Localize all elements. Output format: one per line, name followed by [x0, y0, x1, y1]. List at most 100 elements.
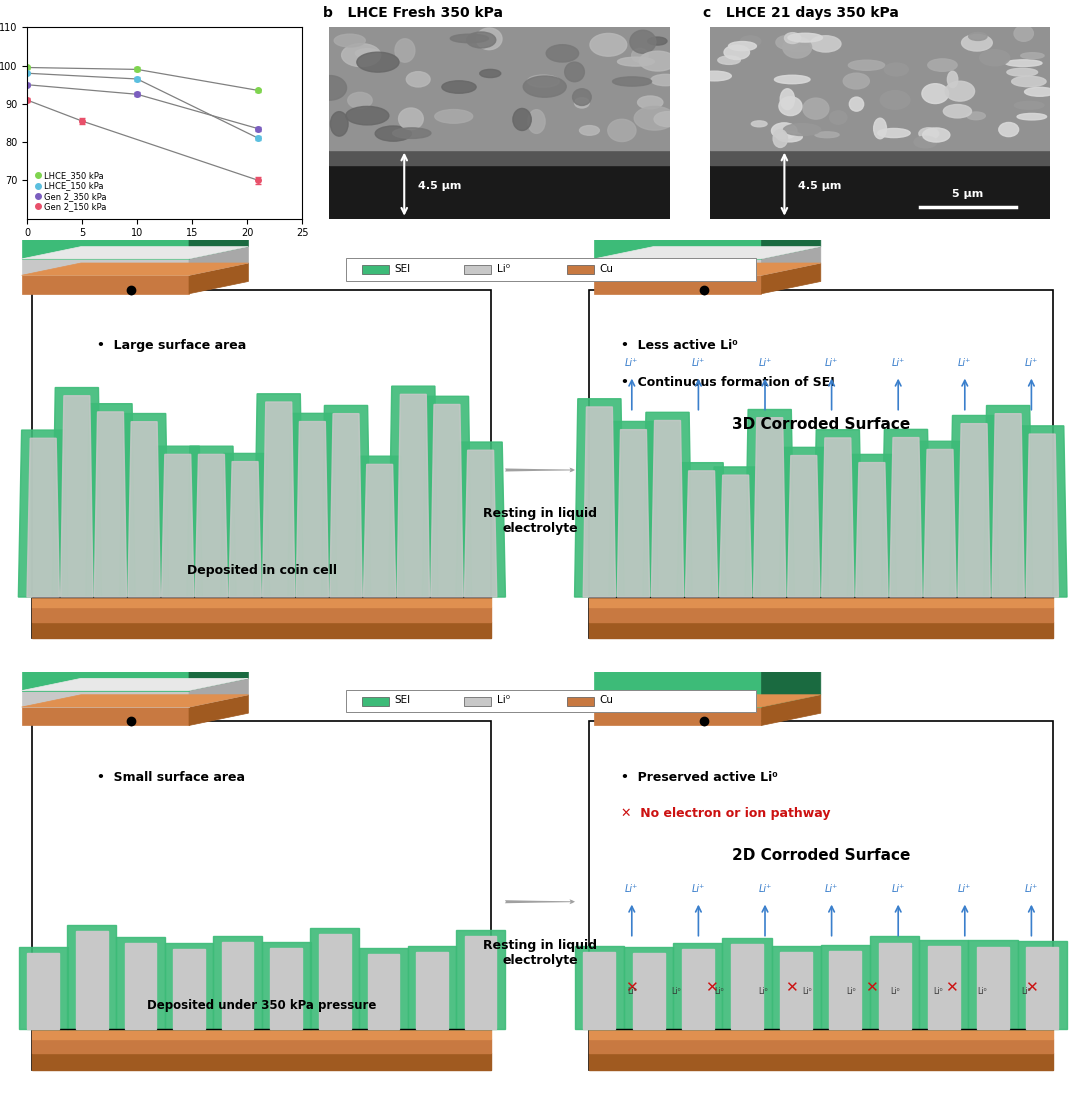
Polygon shape: [711, 467, 760, 597]
Bar: [270, 948, 302, 1029]
Ellipse shape: [1021, 52, 1044, 59]
Text: 4.5 μm: 4.5 μm: [798, 181, 841, 191]
Bar: [32, 608, 491, 622]
Ellipse shape: [810, 36, 841, 52]
Bar: [589, 290, 1053, 638]
Ellipse shape: [26, 205, 45, 214]
Bar: [76, 931, 108, 1029]
Polygon shape: [127, 422, 160, 597]
Polygon shape: [22, 679, 248, 691]
Bar: [329, 150, 670, 165]
Polygon shape: [761, 656, 821, 707]
Text: Li⁰: Li⁰: [758, 987, 768, 997]
Bar: [589, 622, 1053, 638]
Bar: [780, 952, 812, 1029]
Ellipse shape: [393, 128, 431, 139]
Polygon shape: [189, 695, 248, 726]
Text: Cu: Cu: [599, 695, 613, 705]
Ellipse shape: [659, 203, 678, 212]
Ellipse shape: [406, 72, 430, 87]
Ellipse shape: [626, 209, 646, 219]
Ellipse shape: [885, 63, 908, 75]
Bar: [589, 1029, 1053, 1039]
Polygon shape: [162, 455, 194, 597]
Bar: [1026, 948, 1058, 1029]
Ellipse shape: [630, 31, 656, 54]
Legend: LHCE_350 kPa, LHCE_150 kPa, Gen 2_350 kPa, Gen 2_150 kPa: LHCE_350 kPa, LHCE_150 kPa, Gen 2_350 kP…: [31, 168, 109, 214]
Text: Li⁰: Li⁰: [890, 987, 900, 997]
Text: SEI: SEI: [394, 263, 410, 273]
Ellipse shape: [546, 45, 579, 62]
Text: Resting in liquid
electrolyte: Resting in liquid electrolyte: [483, 507, 597, 534]
Ellipse shape: [914, 137, 936, 148]
Bar: [362, 265, 389, 274]
Ellipse shape: [450, 34, 488, 43]
Ellipse shape: [1014, 102, 1044, 109]
Ellipse shape: [849, 97, 864, 111]
Bar: [116, 937, 165, 1029]
Text: Deposited in coin cell: Deposited in coin cell: [187, 564, 337, 577]
Ellipse shape: [612, 77, 651, 86]
Text: Li⁺: Li⁺: [892, 883, 905, 894]
Ellipse shape: [664, 200, 684, 210]
Ellipse shape: [375, 126, 411, 141]
Ellipse shape: [639, 51, 676, 71]
Text: 5 μm: 5 μm: [953, 189, 984, 199]
Ellipse shape: [399, 108, 423, 130]
Ellipse shape: [961, 35, 993, 51]
Ellipse shape: [334, 34, 365, 47]
Ellipse shape: [480, 69, 501, 78]
Ellipse shape: [943, 105, 972, 118]
Ellipse shape: [27, 209, 46, 218]
Polygon shape: [958, 424, 990, 597]
Polygon shape: [22, 208, 248, 220]
Polygon shape: [923, 449, 956, 597]
Text: Li⁺: Li⁺: [692, 357, 705, 367]
Text: Li⁺: Li⁺: [958, 357, 971, 367]
Ellipse shape: [624, 205, 644, 215]
Bar: [589, 608, 1053, 622]
Ellipse shape: [634, 106, 675, 130]
Ellipse shape: [572, 89, 591, 105]
Text: Li⁰: Li⁰: [497, 695, 510, 705]
Ellipse shape: [849, 60, 885, 70]
Bar: [589, 721, 1053, 1070]
Polygon shape: [464, 450, 497, 597]
Bar: [67, 925, 117, 1029]
Ellipse shape: [565, 62, 584, 82]
Ellipse shape: [598, 203, 618, 213]
Polygon shape: [189, 247, 248, 275]
Ellipse shape: [999, 122, 1018, 137]
Ellipse shape: [843, 73, 869, 89]
Bar: [456, 930, 505, 1029]
Polygon shape: [643, 412, 692, 597]
Bar: [173, 949, 205, 1029]
Bar: [821, 944, 870, 1029]
Bar: [32, 1054, 491, 1070]
Polygon shape: [761, 263, 821, 294]
Text: Li⁺: Li⁺: [625, 357, 638, 367]
Text: 3D Corroded Surface: 3D Corroded Surface: [731, 416, 910, 432]
Polygon shape: [594, 275, 761, 294]
Bar: [710, 150, 1050, 165]
Polygon shape: [719, 475, 752, 597]
Polygon shape: [583, 407, 616, 597]
Polygon shape: [594, 668, 761, 707]
Text: Li⁰: Li⁰: [933, 987, 943, 997]
Bar: [32, 597, 491, 608]
Polygon shape: [881, 430, 931, 597]
Bar: [359, 948, 408, 1029]
Bar: [589, 597, 1053, 608]
Bar: [346, 690, 756, 713]
Ellipse shape: [967, 111, 985, 120]
Bar: [583, 952, 616, 1029]
Ellipse shape: [788, 33, 823, 42]
Polygon shape: [677, 462, 727, 597]
Polygon shape: [594, 208, 821, 220]
Ellipse shape: [1005, 60, 1042, 67]
Bar: [969, 940, 1017, 1029]
Ellipse shape: [637, 96, 663, 109]
Polygon shape: [847, 455, 896, 597]
Ellipse shape: [513, 108, 531, 130]
Bar: [681, 949, 714, 1029]
